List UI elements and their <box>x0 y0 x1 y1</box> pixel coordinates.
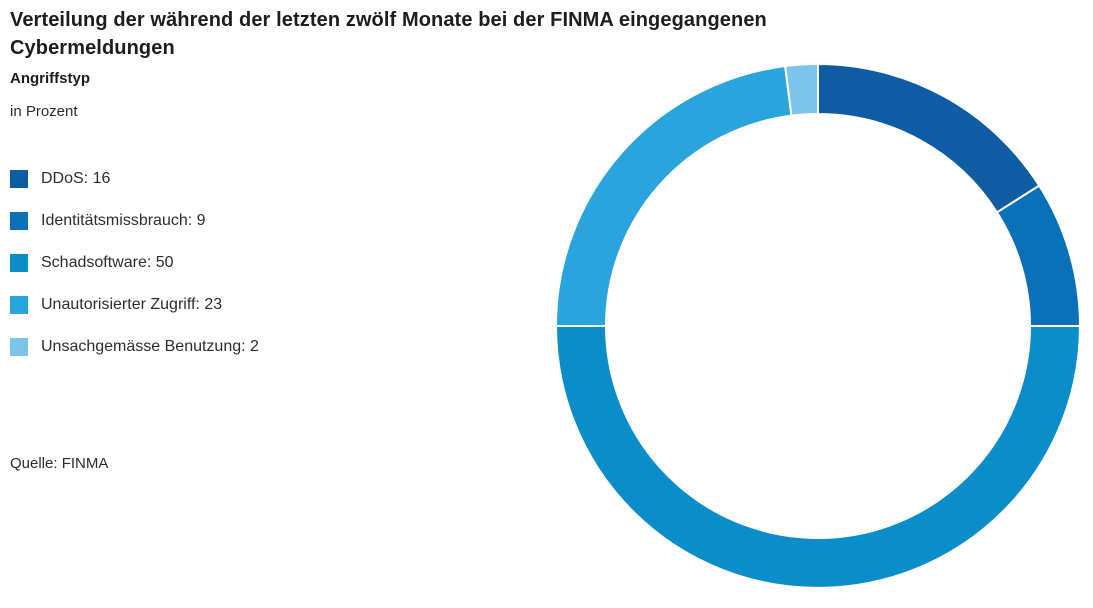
legend-swatch <box>10 212 28 230</box>
donut-segment-unsachgem-sse-benutzung <box>784 62 819 117</box>
donut-chart <box>554 62 1082 589</box>
donut-segment-identit-tsmissbrauch <box>995 184 1082 327</box>
legend-swatch <box>10 170 28 188</box>
legend-item: DDoS: 16 <box>10 158 259 200</box>
legend-item: Identitätsmissbrauch: 9 <box>10 200 259 242</box>
legend-label: DDoS: 16 <box>41 170 111 187</box>
legend-item: Unsachgemässe Benutzung: 2 <box>10 326 259 368</box>
donut-segment-schadsoftware <box>554 325 1082 589</box>
legend-item: Unautorisierter Zugriff: 23 <box>10 284 259 326</box>
chart-title: Verteilung der während der letzten zwölf… <box>10 6 970 62</box>
donut-segment-unautorisierter-zugriff <box>554 64 793 327</box>
legend-label: Unautorisierter Zugriff: 23 <box>41 296 223 313</box>
legend-item: Schadsoftware: 50 <box>10 242 259 284</box>
donut-segment-ddos <box>817 62 1041 214</box>
legend-label: Identitätsmissbrauch: 9 <box>41 212 206 229</box>
source-label: Quelle: FINMA <box>10 455 109 472</box>
unit-label: in Prozent <box>10 103 78 120</box>
chart-title-line-1: Verteilung der während der letzten zwölf… <box>10 9 767 31</box>
legend: DDoS: 16 Identitätsmissbrauch: 9 Schadsoft… <box>10 158 259 368</box>
donut-chart-container <box>548 56 1088 596</box>
legend-swatch <box>10 338 28 356</box>
legend-swatch <box>10 296 28 314</box>
legend-swatch <box>10 254 28 272</box>
legend-label: Unsachgemässe Benutzung: 2 <box>41 338 259 355</box>
chart-title-line-2: Cybermeldungen <box>10 37 175 59</box>
chart-subtitle: Angriffstyp <box>10 70 90 87</box>
legend-label: Schadsoftware: 50 <box>41 254 174 271</box>
